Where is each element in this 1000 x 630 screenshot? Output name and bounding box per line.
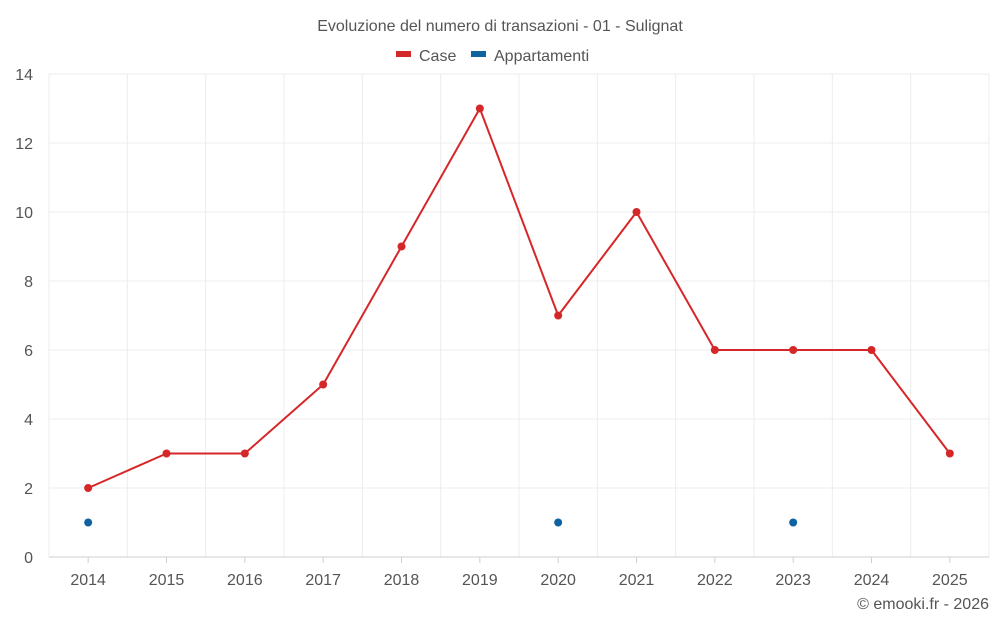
legend-label-case: Case xyxy=(419,48,456,65)
x-tick-label: 2022 xyxy=(697,572,733,589)
data-point-case xyxy=(945,449,954,458)
legend-item-appartamenti[interactable]: Appartamenti xyxy=(471,48,589,65)
y-tick-label: 8 xyxy=(24,274,33,291)
data-point-case xyxy=(554,311,563,320)
y-tick-label: 2 xyxy=(24,481,33,498)
grid xyxy=(48,73,990,557)
data-point-case xyxy=(867,346,876,354)
x-tick-label: 2024 xyxy=(854,572,890,589)
x-tick-label: 2019 xyxy=(462,572,498,589)
y-tick-label: 14 xyxy=(15,67,33,84)
x-tick-label: 2016 xyxy=(227,572,263,589)
y-tick-label: 6 xyxy=(24,343,33,360)
data-point-appartamenti xyxy=(84,518,93,527)
data-point-case xyxy=(162,449,171,458)
series-line-case xyxy=(87,107,951,489)
y-tick-label: 12 xyxy=(15,136,33,153)
legend-item-case[interactable]: Case xyxy=(396,48,456,65)
legend-label-appartamenti: Appartamenti xyxy=(494,48,589,65)
data-point-appartamenti xyxy=(554,518,563,527)
x-tick-label: 2015 xyxy=(149,572,185,589)
series xyxy=(84,104,954,527)
data-point-case xyxy=(710,346,719,354)
y-tick-label: 10 xyxy=(15,205,33,222)
credit-text: © emooki.fr - 2026 xyxy=(857,596,989,613)
data-point-appartamenti xyxy=(789,518,798,527)
x-tick-label: 2021 xyxy=(619,572,655,589)
legend-swatch-appartamenti xyxy=(471,51,486,57)
y-tick-label: 0 xyxy=(24,550,33,567)
legend-swatch-case xyxy=(396,51,411,57)
axes: 0 2 4 6 8 10 12 14 2014 2015 2016 2017 2018 2019 2020 2… xyxy=(15,67,989,589)
data-point-case xyxy=(84,484,93,492)
series-appartamenti xyxy=(84,518,798,527)
data-point-case xyxy=(632,208,641,216)
legend: Case Appartamenti xyxy=(396,48,589,65)
x-tick-label: 2025 xyxy=(932,572,968,589)
chart-title: Evoluzione del numero di transazioni - 0… xyxy=(317,18,683,35)
series-case xyxy=(84,104,954,492)
data-point-case xyxy=(397,242,406,251)
x-tick-label: 2020 xyxy=(540,572,576,589)
x-tick-label: 2018 xyxy=(384,572,420,589)
x-tick-label: 2023 xyxy=(775,572,811,589)
data-point-case xyxy=(240,449,249,458)
data-point-case xyxy=(319,380,328,389)
data-point-case xyxy=(475,104,484,113)
y-tick-label: 4 xyxy=(24,412,33,429)
data-point-case xyxy=(789,346,798,354)
x-tick-label: 2017 xyxy=(305,572,341,589)
x-tick-label: 2014 xyxy=(70,572,106,589)
